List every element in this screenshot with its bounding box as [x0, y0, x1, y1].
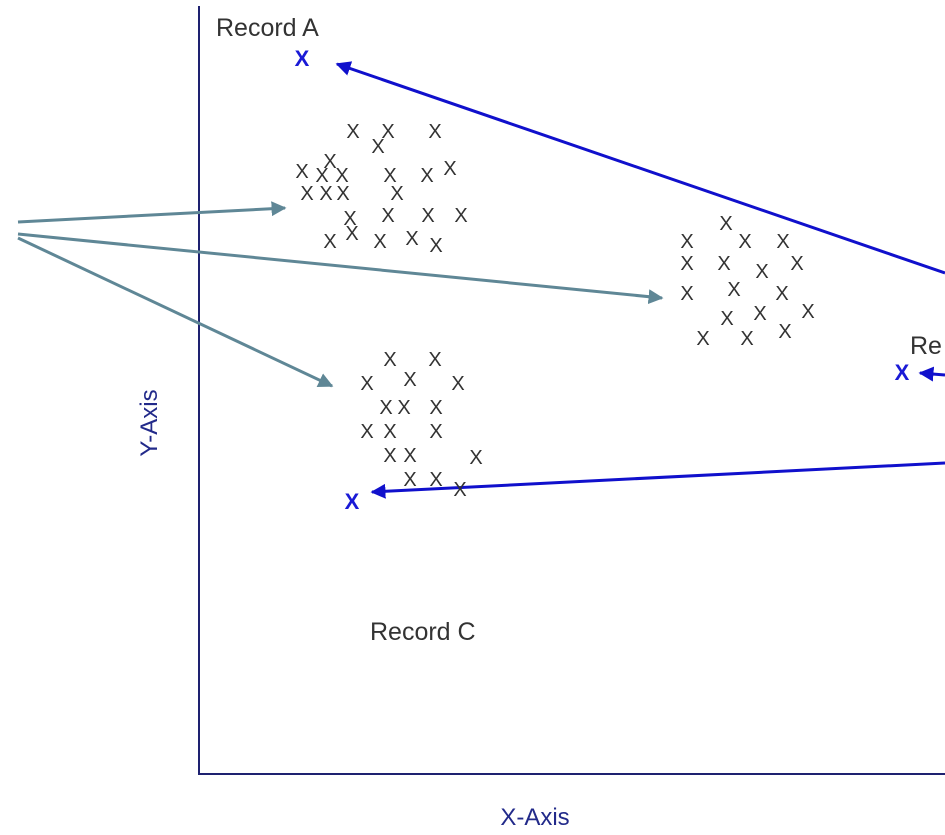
cluster-point-marker: X	[680, 253, 693, 275]
cluster-point-marker: X	[420, 165, 433, 187]
cluster-point-marker: X	[717, 253, 730, 275]
cluster-point-marker: X	[727, 279, 740, 301]
cluster-point-marker: X	[453, 479, 466, 501]
cluster-point-marker: X	[319, 183, 332, 205]
cluster-point-marker: X	[383, 165, 396, 187]
cluster-point-marker: X	[740, 328, 753, 350]
cluster-point-marker: X	[469, 447, 482, 469]
cluster-point-marker: X	[403, 469, 416, 491]
cluster-point-marker: X	[360, 421, 373, 443]
cluster-point-marker: X	[335, 165, 348, 187]
cluster-point-marker: X	[680, 231, 693, 253]
cluster-point-marker: X	[383, 445, 396, 467]
cluster-point-marker: X	[719, 213, 732, 235]
cluster-point-marker: X	[428, 121, 441, 143]
cluster-point-marker: X	[381, 205, 394, 227]
cluster-point-marker: X	[778, 321, 791, 343]
cluster-point-marker: X	[429, 469, 442, 491]
cluster-point-marker: X	[680, 283, 693, 305]
cluster-point-marker: X	[403, 445, 416, 467]
cluster-point-marker: X	[790, 253, 803, 275]
cluster-point-marker: X	[738, 231, 751, 253]
cluster-point-marker: X	[323, 231, 336, 253]
arrow-to-cluster-3	[17, 236, 334, 388]
y-axis-label: Y-Axis	[136, 389, 163, 456]
cluster-point-marker: X	[381, 121, 394, 143]
cluster-point-marker: X	[753, 303, 766, 325]
cluster-point-marker: X	[343, 208, 356, 230]
cluster-point-marker: X	[405, 228, 418, 250]
cluster-point-marker: X	[371, 136, 384, 158]
cluster-point-marker: X	[696, 328, 709, 350]
arrow-to-record-c	[370, 461, 945, 499]
cluster-point-marker: X	[315, 165, 328, 187]
cluster-point-marker: X	[383, 421, 396, 443]
cluster-point-marker: X	[451, 373, 464, 395]
cluster-point-marker: X	[801, 301, 814, 323]
record-a-label: Record A	[216, 14, 319, 42]
record-b-marker: X	[895, 360, 910, 385]
record-c-marker: X	[345, 489, 360, 514]
cluster-point-marker: X	[454, 205, 467, 227]
cluster-pointer-arrows	[17, 201, 664, 388]
cluster-point-marker: X	[323, 151, 336, 173]
cluster-point-marker: X	[345, 223, 358, 245]
cluster-point-marker: X	[403, 369, 416, 391]
cluster-point-marker: X	[383, 349, 396, 371]
cluster-point-marker: X	[300, 183, 313, 205]
cluster-point-marker: X	[428, 349, 441, 371]
arrow-to-record-b	[918, 366, 945, 382]
cluster-point-marker: X	[755, 261, 768, 283]
cluster-point-marker: X	[336, 183, 349, 205]
cluster-point-marker: X	[390, 183, 403, 205]
cluster-point-marker: X	[720, 308, 733, 330]
x-axis-label: X-Axis	[500, 804, 569, 831]
cluster-point-marker: X	[775, 283, 788, 305]
cluster-point-marker: X	[379, 397, 392, 419]
cluster-point-marker: X	[776, 231, 789, 253]
cluster-point-marker: X	[397, 397, 410, 419]
cluster-point-marker: X	[346, 121, 359, 143]
outlier-pointer-arrows	[335, 61, 945, 499]
cluster-point-marker: X	[429, 421, 442, 443]
arrow-to-cluster-2	[17, 232, 664, 305]
cluster-point-marker: X	[295, 161, 308, 183]
cluster-3: X XX X XX X XX X XXX XXX X	[360, 349, 482, 501]
cluster-point-marker: X	[421, 205, 434, 227]
cluster-point-marker: X	[373, 231, 386, 253]
record-a-marker: X	[295, 46, 310, 71]
arrow-to-record-a	[335, 61, 945, 275]
cluster-point-marker: X	[443, 158, 456, 180]
record-c-label: Record C	[370, 618, 476, 646]
arrow-to-cluster-1	[17, 201, 287, 224]
cluster-point-marker: X	[429, 235, 442, 257]
cluster-2: XX X XX X X XX X XX X XXX X	[680, 213, 814, 350]
cluster-point-marker: X	[360, 373, 373, 395]
cluster-point-marker: X	[429, 397, 442, 419]
record-b-label: Re	[910, 332, 942, 360]
